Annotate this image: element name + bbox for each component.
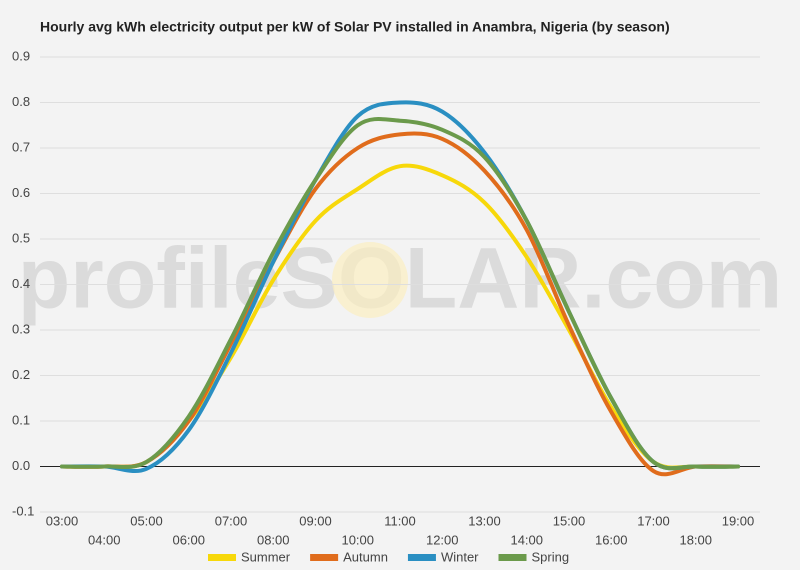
x-tick-label: 11:00 [384, 513, 416, 528]
line [60, 131, 740, 477]
y-tick-label: 0.3 [12, 321, 30, 336]
legend-label: Winter [441, 549, 479, 564]
legend-label: Summer [241, 549, 291, 564]
x-tick-label: 08:00 [257, 532, 290, 547]
x-tick-label: 05:00 [130, 513, 163, 528]
x-tick-label: 13:00 [468, 513, 501, 528]
x-tick-label: 12:00 [426, 532, 459, 547]
x-tick-label: 19:00 [722, 513, 755, 528]
y-tick-label: 0.4 [12, 276, 30, 291]
x-tick-label: 04:00 [88, 532, 121, 547]
x-tick-label: 10:00 [341, 532, 374, 547]
y-tick-label: 0.5 [12, 230, 30, 245]
x-tick-label: 03:00 [46, 513, 79, 528]
y-tick-label: 0.8 [12, 94, 30, 109]
x-tick-label: 07:00 [215, 513, 248, 528]
legend-swatch [208, 554, 236, 561]
legend-swatch [498, 554, 527, 561]
x-tick-label: 14:00 [510, 532, 543, 547]
legend-swatch [407, 554, 436, 561]
x-tick-label: 16:00 [595, 532, 628, 547]
x-tick-label: 15:00 [553, 513, 586, 528]
legend-swatch [310, 554, 339, 561]
y-tick-label: 0.1 [12, 412, 30, 427]
legend-label: Spring [532, 549, 570, 564]
y-tick-label: 0.2 [12, 367, 30, 382]
line [60, 116, 740, 471]
x-tick-label: 17:00 [637, 513, 670, 528]
x-tick-label: 09:00 [299, 513, 332, 528]
y-tick-label: 0.0 [12, 458, 30, 473]
x-tick-label: 06:00 [172, 532, 205, 547]
y-tick-label: 0.6 [12, 185, 30, 200]
chart-title: Hourly avg kWh electricity output per kW… [40, 19, 670, 35]
legend-label: Autumn [343, 549, 388, 564]
y-tick-label: 0.7 [12, 139, 30, 154]
x-tick-label: 18:00 [679, 532, 712, 547]
y-tick-label: -0.1 [12, 503, 34, 518]
y-tick-label: 0.9 [12, 48, 30, 63]
watermark-sun [332, 242, 408, 318]
